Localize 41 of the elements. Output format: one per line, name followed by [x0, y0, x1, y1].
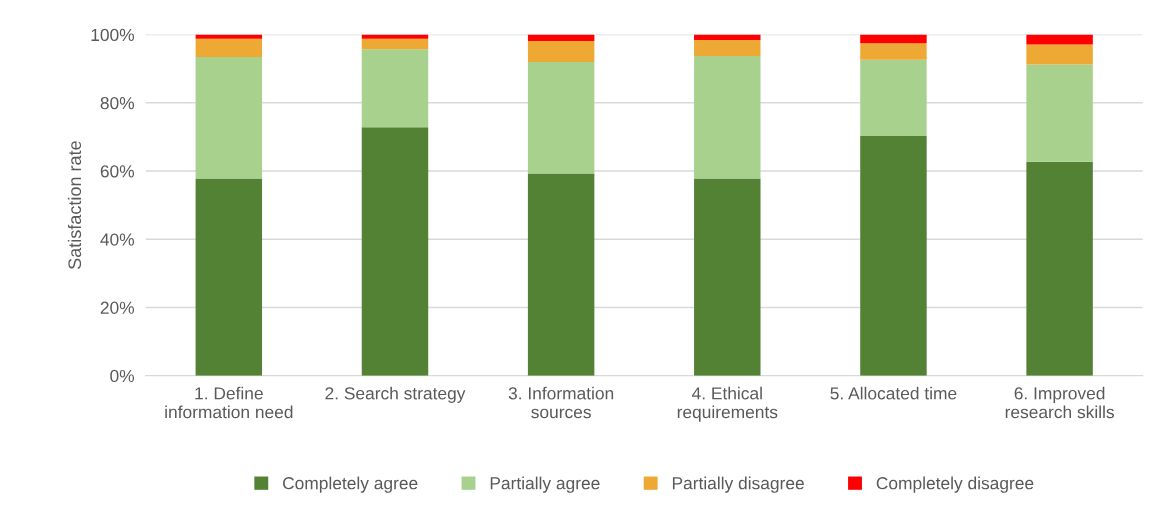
bar: [694, 40, 761, 57]
bar: [860, 135, 927, 376]
y-tick-label: 100%: [91, 28, 135, 42]
y-tick-label: 20%: [100, 301, 135, 314]
bar: [527, 173, 595, 376]
x-tick-label: 6. Improved research skills: [1005, 386, 1114, 419]
bar: [361, 34, 429, 39]
bar: [694, 56, 761, 179]
y-tick-label: 0%: [110, 369, 135, 383]
bar: [361, 38, 429, 50]
bar: [361, 49, 429, 128]
bar: [860, 43, 927, 60]
bar: [195, 178, 263, 376]
bar: [527, 61, 595, 174]
bar: [195, 38, 263, 58]
bar: [694, 178, 761, 376]
bar: [860, 59, 927, 136]
bar: [527, 34, 595, 42]
bar: [527, 41, 595, 62]
x-tick-label: 1. Define information need: [165, 386, 293, 419]
bar: [1026, 44, 1093, 65]
legend-label: Partially disagree: [672, 476, 804, 493]
bar: [860, 34, 927, 44]
bar: [1026, 64, 1093, 162]
bar: [694, 34, 761, 41]
x-tick-label: 4. Ethical requirements: [677, 386, 778, 422]
bar: [1026, 34, 1093, 45]
y-tick-label: 60%: [100, 165, 135, 178]
bar: [195, 34, 263, 39]
y-axis-title: Satisfaction rate: [67, 141, 82, 270]
bar: [361, 127, 429, 376]
x-tick-label: 3. Information sources: [508, 386, 614, 419]
bar: [195, 57, 263, 179]
legend-label: Completely disagree: [876, 476, 1034, 493]
legend-label: Partially agree: [490, 476, 600, 493]
x-tick-label: 5. Allocated time: [830, 386, 957, 400]
y-tick-label: 80%: [100, 96, 135, 110]
bar: [1026, 161, 1093, 376]
y-tick-label: 40%: [100, 233, 135, 246]
legend-label: Completely agree: [283, 476, 418, 493]
x-tick-label: 2. Search strategy: [325, 386, 466, 403]
